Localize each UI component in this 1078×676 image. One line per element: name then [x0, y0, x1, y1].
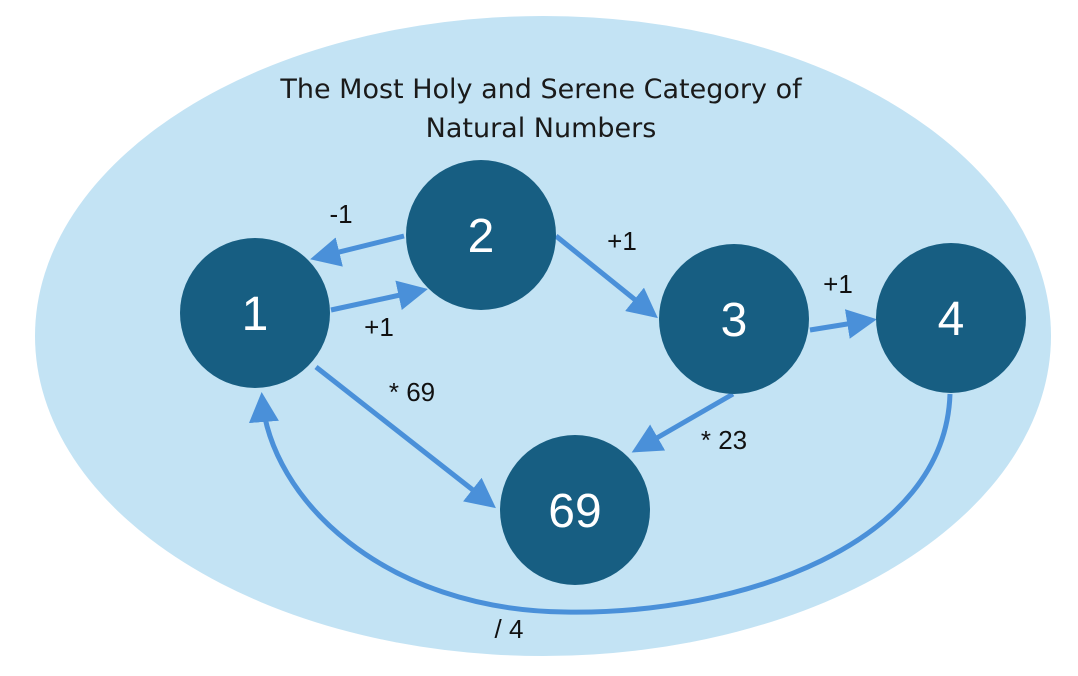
- edge-label-2-to-1: -1: [329, 199, 352, 229]
- node-4: 4: [876, 243, 1026, 393]
- edge-label-1-to-69: * 69: [389, 377, 435, 407]
- node-4-label: 4: [938, 293, 965, 346]
- arrow-1-to-69: [314, 365, 496, 509]
- node-2: 2: [406, 160, 556, 310]
- node-2-label: 2: [468, 210, 495, 263]
- arrow-3-to-69: [631, 391, 735, 453]
- node-3-circle: [659, 244, 809, 394]
- arrow-2-to-3: [554, 234, 658, 319]
- node-69-circle: [500, 435, 650, 585]
- category-ellipse: [35, 16, 1051, 656]
- node-3-label: 3: [721, 294, 748, 347]
- category-title-line-2: Natural Numbers: [426, 113, 657, 144]
- arrow-4-to-1: [249, 392, 953, 615]
- edge-label-4-to-1: / 4: [495, 614, 524, 644]
- edge-label-1-to-2: +1: [364, 312, 394, 342]
- edge-label-3-to-69: * 23: [701, 425, 747, 455]
- node-1-label: 1: [242, 288, 269, 341]
- edge-label-3-to-4: +1: [823, 269, 853, 299]
- node-1-circle: [180, 238, 330, 388]
- node-3: 3: [659, 244, 809, 394]
- node-4-circle: [876, 243, 1026, 393]
- arrow-1-to-2: [330, 280, 428, 313]
- node-69-label: 69: [548, 485, 601, 538]
- node-1: 1: [180, 238, 330, 388]
- node-2-circle: [406, 160, 556, 310]
- arrow-3-to-4: [809, 309, 877, 339]
- arrow-2-to-1: [310, 233, 405, 267]
- node-69: 69: [500, 435, 650, 585]
- edge-label-2-to-3: +1: [607, 226, 637, 256]
- category-title-line-1: The Most Holy and Serene Category of: [279, 74, 803, 105]
